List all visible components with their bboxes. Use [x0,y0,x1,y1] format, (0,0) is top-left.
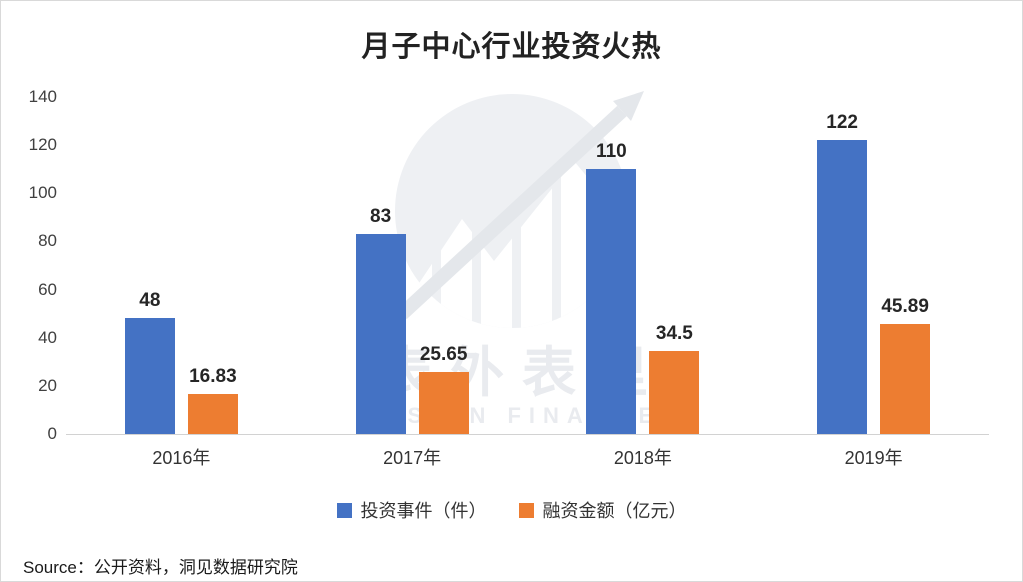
bar-group: 122 45.89 [758,97,989,434]
bar-value-label: 122 [826,112,858,134]
bar-with-label: 110 [586,97,637,434]
legend-label: 融资金额（亿元） [542,501,687,521]
bar [586,169,637,434]
bars-container: 48 16.83 83 25.65 110 34.5 122 45.89 [66,97,989,434]
bar-value-label: 34.5 [655,322,693,344]
bar-group: 83 25.65 [297,97,528,434]
bar-value-label: 110 [596,141,627,163]
legend-swatch [518,502,534,518]
y-axis-tick-label: 40 [38,327,57,347]
legend-item: 投资事件（件） [336,497,487,523]
y-axis-tick-label: 140 [28,87,57,106]
bar-with-label: 16.83 [187,97,238,434]
legend-swatch [336,502,352,518]
bar-value-label: 45.89 [881,295,929,317]
x-axis-label: 2016年 [152,448,211,468]
x-axis-label: 2018年 [613,448,672,468]
bar-with-label: 25.65 [418,97,469,434]
bar [817,140,868,434]
bar-value-label: 16.83 [189,365,237,387]
plot-area: 48 16.83 83 25.65 110 34.5 122 45.89 [66,97,989,435]
y-axis-tick-label: 60 [38,279,57,299]
bar-value-label: 25.65 [419,344,468,366]
chart-title: 月子中心行业投资火热 [361,31,662,63]
x-axis-label: 2017年 [383,448,442,468]
bar-with-label: 45.89 [880,97,931,434]
bar-group: 110 34.5 [528,97,759,434]
y-axis-tick-label: 20 [38,375,57,395]
bar-with-label: 48 [124,97,175,434]
bar [418,372,469,434]
x-axis-label: 2019年 [844,448,903,468]
x-axis: 2016年 2017年 2018年 2019年 [66,444,989,470]
bar [187,393,238,434]
y-axis-tick-label: 120 [28,135,57,155]
bar-value-label: 83 [370,206,392,228]
bar [355,234,406,434]
bar-value-label: 48 [139,290,161,312]
bar-with-label: 122 [817,97,868,434]
bar [124,318,175,434]
bar-group: 48 16.83 [66,97,297,434]
legend: 投资事件（件） 融资金额（亿元） [1,497,1022,523]
y-axis-tick-label: 100 [28,183,57,203]
y-axis-tick-label: 0 [47,424,57,443]
legend-item: 融资金额（亿元） [518,497,687,523]
source-note: Source：公开资料，洞见数据研究院 [23,558,298,577]
bar [880,323,931,434]
bar-with-label: 83 [355,97,406,434]
legend-label: 投资事件（件） [360,501,487,521]
bar [649,350,700,434]
y-axis: 0 20 40 60 80 100 120 140 [13,87,57,443]
y-axis-tick-label: 80 [38,231,57,251]
bar-with-label: 34.5 [649,97,700,434]
